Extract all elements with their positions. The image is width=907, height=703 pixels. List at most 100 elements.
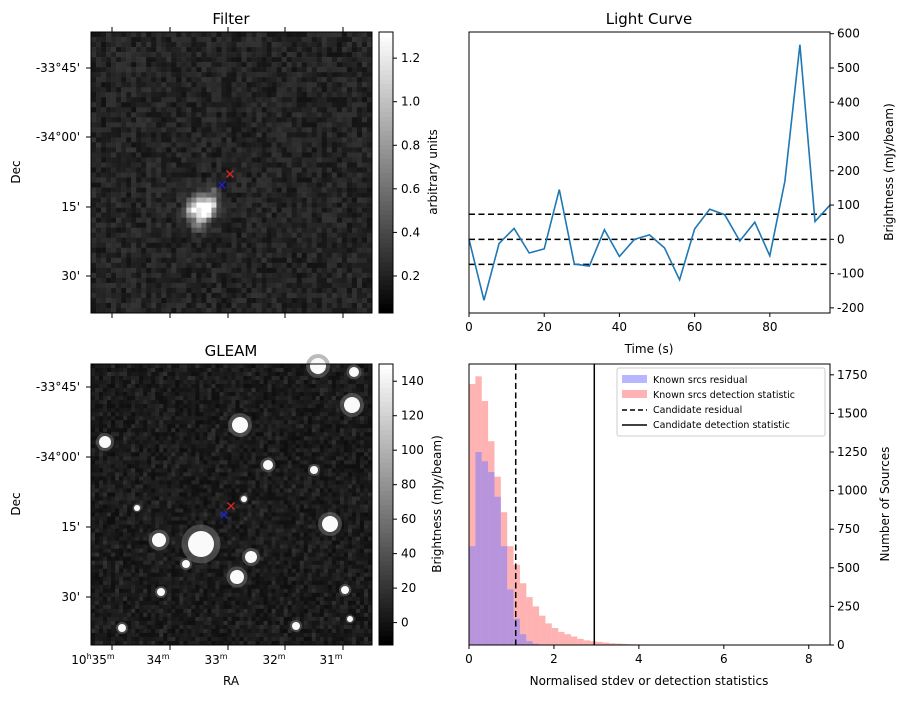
filter-pixel bbox=[216, 137, 221, 142]
gleam-pixel bbox=[171, 537, 175, 541]
gleam-pixel bbox=[111, 412, 115, 416]
filter-pixel bbox=[206, 203, 211, 208]
gleam-pixel bbox=[159, 637, 163, 641]
gleam-pixel bbox=[135, 480, 139, 484]
gleam-pixel bbox=[183, 581, 187, 585]
filter-pixel bbox=[232, 117, 237, 122]
filter-pixel bbox=[262, 82, 267, 87]
filter-pixel bbox=[322, 122, 327, 127]
gleam-pixel bbox=[179, 492, 183, 496]
gleam-pixel bbox=[131, 533, 135, 537]
gleam-pixel bbox=[123, 480, 127, 484]
gleam-pixel bbox=[151, 452, 155, 456]
filter-pixel bbox=[252, 198, 257, 203]
filter-pixel bbox=[141, 92, 146, 97]
filter-pixel bbox=[116, 157, 121, 162]
filter-pixel bbox=[156, 42, 161, 47]
gleam-pixel bbox=[179, 404, 183, 408]
filter-pixel bbox=[232, 87, 237, 92]
filter-pixel bbox=[332, 198, 337, 203]
filter-pixel bbox=[156, 167, 161, 172]
gleam-pixel bbox=[111, 488, 115, 492]
gleam-pixel bbox=[111, 500, 115, 504]
filter-pixel bbox=[337, 223, 342, 228]
filter-pixel bbox=[317, 178, 322, 183]
gleam-pixel bbox=[131, 565, 135, 569]
filter-pixel bbox=[352, 203, 357, 208]
filter-colorbar-step bbox=[379, 280, 393, 285]
filter-pixel bbox=[206, 173, 211, 178]
filter-pixel bbox=[141, 273, 146, 278]
gleam-pixel bbox=[175, 492, 179, 496]
gleam-pixel bbox=[115, 440, 119, 444]
gleam-pixel bbox=[163, 513, 167, 517]
filter-pixel bbox=[302, 42, 307, 47]
filter-pixel bbox=[176, 173, 181, 178]
filter-pixel bbox=[252, 248, 257, 253]
filter-pixel bbox=[242, 107, 247, 112]
gleam-pixel bbox=[171, 420, 175, 424]
gleam-pixel bbox=[147, 529, 151, 533]
filter-pixel bbox=[226, 298, 231, 303]
filter-pixel bbox=[206, 233, 211, 238]
filter-pixel bbox=[357, 162, 362, 167]
gleam-pixel bbox=[115, 492, 119, 496]
filter-pixel bbox=[242, 57, 247, 62]
filter-pixel bbox=[151, 248, 156, 253]
filter-pixel bbox=[337, 283, 342, 288]
gleam-pixel bbox=[183, 577, 187, 581]
filter-pixel bbox=[317, 167, 322, 172]
filter-pixel bbox=[166, 188, 171, 193]
filter-pixel bbox=[121, 67, 126, 72]
filter-pixel bbox=[176, 238, 181, 243]
filter-pixel bbox=[176, 273, 181, 278]
gleam-pixel bbox=[163, 549, 167, 553]
filter-pixel bbox=[116, 87, 121, 92]
filter-pixel bbox=[287, 67, 292, 72]
filter-pixel bbox=[191, 102, 196, 107]
filter-colorbar-step bbox=[379, 55, 393, 60]
filter-pixel bbox=[146, 52, 151, 57]
filter-pixel bbox=[146, 97, 151, 102]
filter-pixel bbox=[116, 117, 121, 122]
filter-pixel bbox=[106, 283, 111, 288]
filter-pixel bbox=[352, 183, 357, 188]
filter-pixel bbox=[332, 283, 337, 288]
gleam-pixel bbox=[111, 541, 115, 545]
filter-pixel bbox=[237, 97, 242, 102]
gleam-pixel bbox=[159, 420, 163, 424]
filter-pixel bbox=[181, 233, 186, 238]
filter-pixel bbox=[337, 137, 342, 142]
filter-pixel bbox=[357, 183, 362, 188]
gleam-pixel bbox=[139, 617, 143, 621]
filter-pixel bbox=[237, 122, 242, 127]
filter-pixel bbox=[262, 32, 267, 37]
filter-pixel bbox=[362, 37, 367, 42]
filter-pixel bbox=[221, 208, 226, 213]
gleam-pixel bbox=[147, 468, 151, 472]
filter-pixel bbox=[272, 162, 277, 167]
filter-pixel bbox=[332, 147, 337, 152]
filter-pixel bbox=[337, 77, 342, 82]
gleam-pixel bbox=[127, 577, 131, 581]
filter-pixel bbox=[282, 112, 287, 117]
filter-pixel bbox=[317, 218, 322, 223]
filter-pixel bbox=[211, 273, 216, 278]
filter-pixel bbox=[362, 208, 367, 213]
filter-pixel bbox=[191, 173, 196, 178]
filter-pixel bbox=[161, 112, 166, 117]
gleam-pixel bbox=[131, 537, 135, 541]
filter-pixel bbox=[131, 77, 136, 82]
filter-pixel bbox=[161, 268, 166, 273]
filter-pixel bbox=[196, 253, 201, 258]
gleam-pixel bbox=[107, 601, 111, 605]
gleam-pixel bbox=[167, 364, 171, 368]
filter-pixel bbox=[196, 173, 201, 178]
gleam-pixel bbox=[127, 605, 131, 609]
gleam-pixel bbox=[159, 577, 163, 581]
gleam-pixel bbox=[91, 468, 95, 472]
filter-pixel bbox=[116, 238, 121, 243]
gleam-pixel bbox=[159, 428, 163, 432]
gleam-pixel bbox=[115, 637, 119, 641]
filter-pixel bbox=[262, 102, 267, 107]
